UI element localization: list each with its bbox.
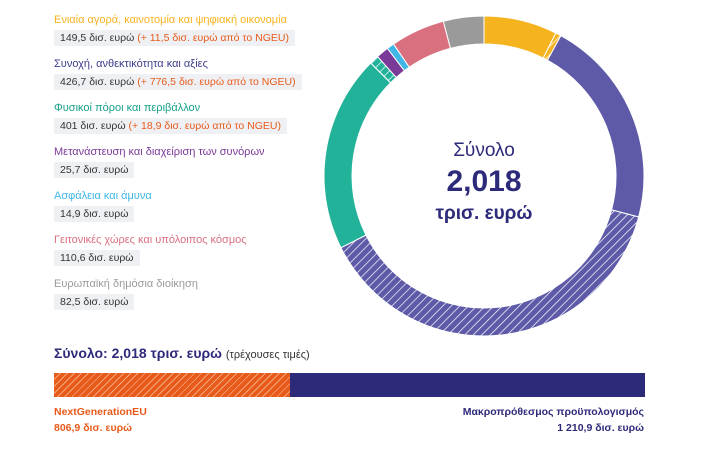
legend-item-natural-resources: Φυσικοί πόροι και περιβάλλον 401 δισ. ευ… xyxy=(54,102,288,134)
budget-split-bar xyxy=(54,373,645,397)
legend-ngeu-note: (+ 11,5 δισ. ευρώ από το NGEU) xyxy=(137,32,289,44)
legend-amount: 401 δισ. ευρώ xyxy=(60,120,126,132)
legend-item-cohesion: Συνοχή, ανθεκτικότητα και αξίες 426,7 δι… xyxy=(54,58,302,90)
ngeu-series-value: 806,9 δισ. ευρώ xyxy=(54,422,132,434)
ngeu-bar-label: NextGenerationEU 806,9 δισ. ευρώ xyxy=(54,404,147,436)
donut-center-unit: τρισ. ευρώ xyxy=(436,203,533,224)
legend-value-box: 14,9 δισ. ευρώ xyxy=(54,206,135,222)
legend-title: Ασφάλεια και άμυνα xyxy=(54,190,152,202)
legend-title: Μετανάστευση και διαχείριση των συνόρων xyxy=(54,146,265,158)
legend-value-box: 110,6 δισ. ευρώ xyxy=(54,250,140,266)
legend-item-administration: Ευρωπαϊκή δημόσια διοίκηση 82,5 δισ. ευρ… xyxy=(54,278,198,310)
donut-slice-1-ngeu xyxy=(340,209,640,337)
donut-center-total: 2,018 xyxy=(446,165,521,198)
legend-amount: 14,9 δισ. ευρώ xyxy=(60,208,129,220)
legend-value-box: 82,5 δισ. ευρώ xyxy=(54,294,135,310)
legend-item-security: Ασφάλεια και άμυνα 14,9 δισ. ευρώ xyxy=(54,190,152,222)
legend-ngeu-note: (+ 776,5 δισ. ευρώ από το NGEU) xyxy=(137,76,296,88)
donut-slice-6-mff xyxy=(442,15,485,49)
legend-value-box: 426,7 δισ. ευρώ (+ 776,5 δισ. ευρώ από τ… xyxy=(54,74,302,90)
legend-value-box: 25,7 δισ. ευρώ xyxy=(54,162,135,178)
donut-slice-1-mff xyxy=(546,35,645,218)
mff-bar-label: Μακροπρόθεσμος προϋπολογισμός 1 210,9 δι… xyxy=(463,404,644,436)
legend-item-migration: Μετανάστευση και διαχείριση των συνόρων … xyxy=(54,146,265,178)
budget-total-subtitle: (τρέχουσες τιμές) xyxy=(225,349,310,361)
legend-value-box: 401 δισ. ευρώ (+ 18,9 δισ. ευρώ από το N… xyxy=(54,118,288,134)
ngeu-series-name: NextGenerationEU xyxy=(54,406,147,418)
legend-amount: 149,5 δισ. ευρώ xyxy=(60,32,135,44)
donut-center-caption: Σύνολο xyxy=(453,140,515,161)
donut-slice-2-mff xyxy=(323,62,392,249)
legend-value-box: 149,5 δισ. ευρώ (+ 11,5 δισ. ευρώ από το… xyxy=(54,30,295,46)
mff-series-value: 1 210,9 δισ. ευρώ xyxy=(557,422,644,434)
mff-series-name: Μακροπρόθεσμος προϋπολογισμός xyxy=(462,406,644,418)
legend-title: Φυσικοί πόροι και περιβάλλον xyxy=(54,102,201,114)
legend-amount: 82,5 δισ. ευρώ xyxy=(60,296,129,308)
donut-chart: Σύνολο 2,018 τρισ. ευρώ xyxy=(323,15,645,337)
bar-segment-mff xyxy=(290,373,645,397)
legend-title: Ευρωπαϊκή δημόσια διοίκηση xyxy=(54,278,198,290)
legend-title: Συνοχή, ανθεκτικότητα και αξίες xyxy=(54,58,208,70)
legend-title: Γειτονικές χώρες και υπόλοιπος κόσμος xyxy=(54,234,247,246)
legend-amount: 426,7 δισ. ευρώ xyxy=(60,76,135,88)
legend-ngeu-note: (+ 18,9 δισ. ευρώ από το NGEU) xyxy=(128,120,282,132)
legend-amount: 25,7 δισ. ευρώ xyxy=(60,164,129,176)
legend-title: Ενιαία αγορά, καινοτομία και ψηφιακή οικ… xyxy=(54,14,287,26)
legend-amount: 110,6 δισ. ευρώ xyxy=(60,252,134,264)
budget-total-title: Σύνολο: 2,018 τρισ. ευρώ xyxy=(54,345,222,361)
donut-slices xyxy=(323,15,645,337)
legend-item-neighbourhood: Γειτονικές χώρες και υπόλοιπος κόσμος 11… xyxy=(54,234,247,266)
legend-item-single-market: Ενιαία αγορά, καινοτομία και ψηφιακή οικ… xyxy=(54,14,295,46)
budget-total-heading: Σύνολο: 2,018 τρισ. ευρώ (τρέχουσες τιμέ… xyxy=(54,345,310,361)
bar-segment-ngeu xyxy=(54,373,291,397)
donut-slice-0-mff xyxy=(483,15,557,59)
